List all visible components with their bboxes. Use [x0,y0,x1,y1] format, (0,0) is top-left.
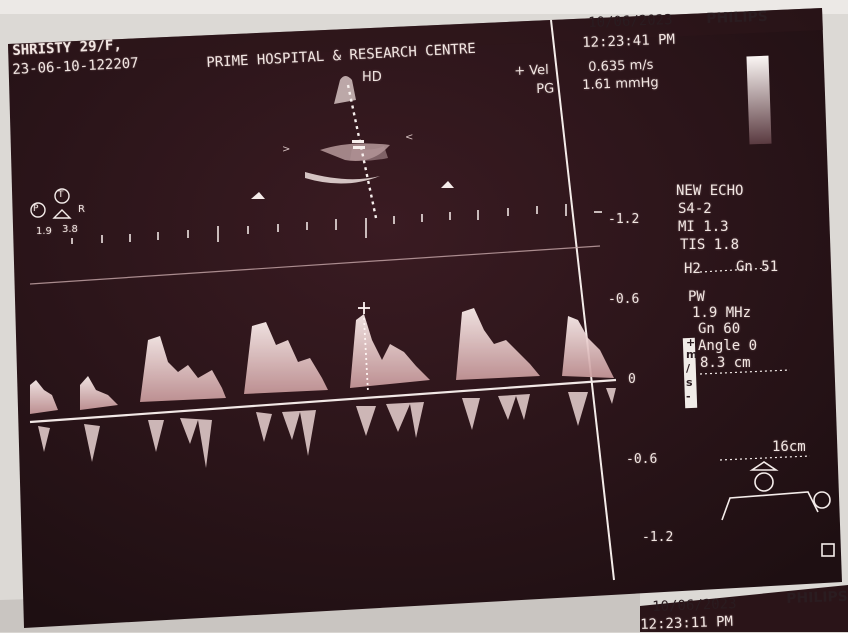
probe-icon [30,188,72,219]
lower-exam-date: 10/06/2023 [651,596,737,615]
sector-image [305,76,390,184]
doppler-angle: Angle 0 [698,338,758,354]
unit-char-1: + [686,336,696,349]
svg-text:>: > [282,144,290,155]
unit-char-4: s [686,376,693,389]
probe-model: S4-2 [678,201,712,217]
mechanical-index: MI 1.3 [678,219,729,235]
gate-depth: 8.3 cm [700,355,751,371]
scale-label-3: 0 [628,372,636,387]
ultrasound-screen [8,8,842,628]
harmonic-setting: H2 [684,261,701,277]
doppler-frequency: 1.9 MHz [692,305,752,321]
spectral-top-line [29,245,601,285]
time-cursor-line [550,19,615,581]
doppler-spectrum-above [30,308,614,414]
unit-char-5: - [686,390,691,403]
sample-gate-line [346,84,378,219]
probe-orientation-box [721,461,831,521]
pg-label: PG [536,81,555,97]
doppler-gain: Gn 60 [698,321,741,337]
probe-value-1: 1.9 [36,226,52,237]
scale-label-5: -1.2 [642,530,674,545]
probe-letter-p: P [33,204,39,214]
hd-marker: HD [362,70,382,85]
pg-value: 1.61 mmHg [582,75,659,93]
preset-name: NEW ECHO [676,183,744,199]
brand-logo: PHILIPS [705,8,769,27]
depth-readout: 16cm [772,439,806,455]
unit-char-3: / [686,362,691,375]
velocity-caliper [358,302,370,393]
unit-char-2: m [686,348,698,361]
doppler-spectrum-below [38,388,616,468]
time-ruler [71,204,602,244]
grayscale-bar [746,55,772,145]
scale-label-2: -0.6 [608,292,640,307]
corner-square-icon [821,543,835,557]
probe-letter-t: T [58,190,64,200]
vel-label: + Vel [514,62,550,79]
scale-label-1: -1.2 [608,212,640,227]
exam-date: 10/06/2023 [587,12,673,31]
doppler-baseline [29,378,617,424]
sector-marker-left [251,192,265,199]
probe-letter-r: R [78,204,85,215]
svg-text:<: < [405,132,413,143]
thermal-index: TIS 1.8 [680,237,740,253]
lower-brand-logo: PHILIPS [785,588,848,607]
gain-2d: Gn 51 [736,259,779,275]
doppler-mode: PW [688,289,705,305]
vel-value: 0.635 m/s [588,57,654,75]
scale-label-4: -0.6 [626,452,658,467]
sector-marker-right [441,181,454,188]
probe-value-2: 3.8 [62,224,78,235]
